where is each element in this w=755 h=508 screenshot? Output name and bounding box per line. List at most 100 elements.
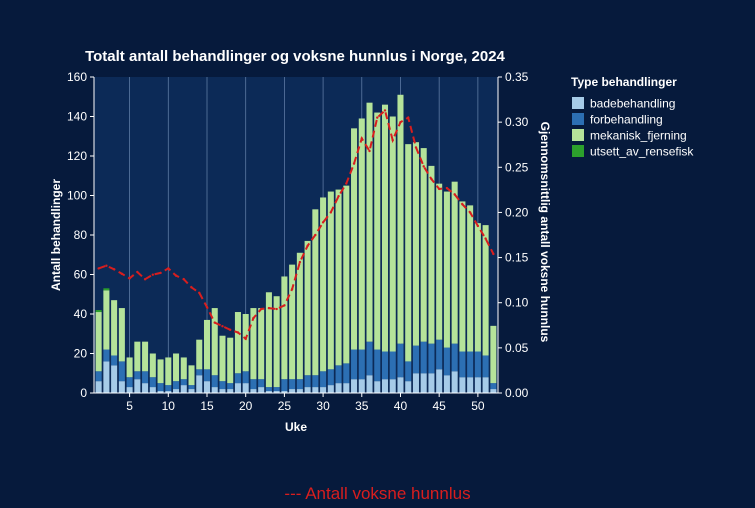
bar-segment: [289, 264, 296, 380]
bar-segment: [381, 104, 389, 352]
bar-segment: [196, 369, 203, 376]
bar-segment: [180, 357, 187, 380]
bar-segment: [304, 387, 311, 393]
x-tick-label: 5: [126, 399, 133, 413]
bar-segment: [188, 385, 195, 390]
y-tick-label: 100: [67, 189, 87, 203]
y-tick-label: 20: [74, 347, 88, 361]
line-point: [476, 224, 480, 228]
bar-segment: [412, 142, 419, 346]
bar-segment: [126, 377, 133, 388]
bar-segment: [327, 191, 334, 370]
line-point: [120, 272, 124, 276]
bar-segment: [173, 389, 180, 393]
bar-segment: [126, 387, 133, 393]
bar-segment: [343, 185, 350, 364]
y2-tick-label: 0.05: [505, 341, 529, 355]
bar-segment: [134, 341, 141, 372]
y-tick-label: 40: [74, 307, 88, 321]
y-tick-label: 60: [74, 268, 88, 282]
line-point: [205, 306, 209, 309]
line-point: [468, 211, 472, 214]
bar-segment: [258, 379, 265, 388]
line-point: [182, 278, 185, 281]
bar-segment: [173, 353, 180, 382]
line-point: [244, 337, 247, 341]
legend-swatch: [572, 129, 584, 141]
bar-segment: [258, 387, 265, 393]
bar-segment: [296, 252, 303, 380]
x-tick-label: 40: [394, 399, 408, 413]
line-point: [314, 233, 317, 237]
bar-segment: [490, 325, 497, 384]
line-point: [422, 165, 425, 168]
bar-segment: [351, 349, 358, 380]
bar-segment: [234, 383, 241, 393]
bar-segment: [366, 341, 373, 376]
bar-segment: [389, 379, 396, 393]
bar-segment: [265, 391, 272, 393]
bar-segment: [111, 355, 118, 366]
bar-segment: [258, 308, 265, 380]
legend-label: mekanisk_fjerning: [590, 129, 687, 143]
line-point: [143, 278, 147, 281]
legend-label: utsett_av_rensefisk: [590, 145, 694, 159]
bar-segment: [149, 387, 156, 393]
x-tick-label: 45: [433, 399, 447, 413]
line-point: [229, 328, 232, 331]
bar-segment: [111, 365, 118, 393]
bar-segment: [389, 116, 396, 352]
bar-segment: [335, 365, 342, 384]
bar-segment: [196, 339, 203, 370]
bar-segment: [482, 377, 489, 393]
bar-segment: [351, 128, 358, 350]
line-point: [112, 268, 116, 271]
bar-segment: [374, 112, 381, 350]
bar-segment: [142, 341, 149, 372]
bar-segment: [234, 373, 241, 384]
bar-segment: [389, 351, 396, 380]
x-tick-label: 15: [200, 399, 214, 413]
bar-segment: [265, 292, 272, 388]
x-tick-label: 35: [355, 399, 369, 413]
line-point: [213, 321, 216, 324]
line-series: [97, 108, 495, 341]
bar-segment: [281, 276, 288, 380]
bar-segment: [451, 181, 458, 344]
bar-segment: [273, 391, 280, 393]
legend-swatch: [572, 97, 584, 109]
bar-segment: [474, 223, 481, 352]
y2-tick-label: 0.00: [505, 386, 529, 400]
bar-segment: [358, 349, 365, 380]
line-point: [221, 324, 224, 328]
line-point: [167, 267, 170, 270]
bar-segment: [273, 387, 280, 392]
bar-segment: [436, 369, 443, 393]
bar-segment: [443, 375, 450, 393]
bar-segment: [173, 381, 180, 390]
bar-segment: [203, 319, 211, 370]
y2-tick-label: 0.10: [505, 296, 529, 310]
bar-segment: [490, 389, 497, 393]
bar-segment: [482, 225, 489, 356]
bar-segment: [234, 312, 241, 374]
bar-segment: [149, 353, 156, 378]
bar-segment: [157, 359, 164, 384]
bar-segment: [219, 381, 226, 390]
bar-segment: [412, 345, 419, 374]
bar-segment: [351, 379, 358, 393]
bar-segment: [405, 381, 412, 393]
bar-segment: [134, 379, 141, 393]
bar-segment: [211, 387, 218, 393]
bar-segment: [436, 183, 443, 340]
line-point: [345, 182, 348, 185]
bar-segment: [312, 387, 319, 393]
bar-segment: [118, 308, 125, 362]
bar-series: [95, 94, 497, 393]
line-point: [430, 177, 433, 181]
bar-segment: [180, 385, 187, 393]
bar-segment: [405, 361, 412, 382]
x-tick-label: 50: [471, 399, 485, 413]
bar-segment: [405, 144, 412, 362]
